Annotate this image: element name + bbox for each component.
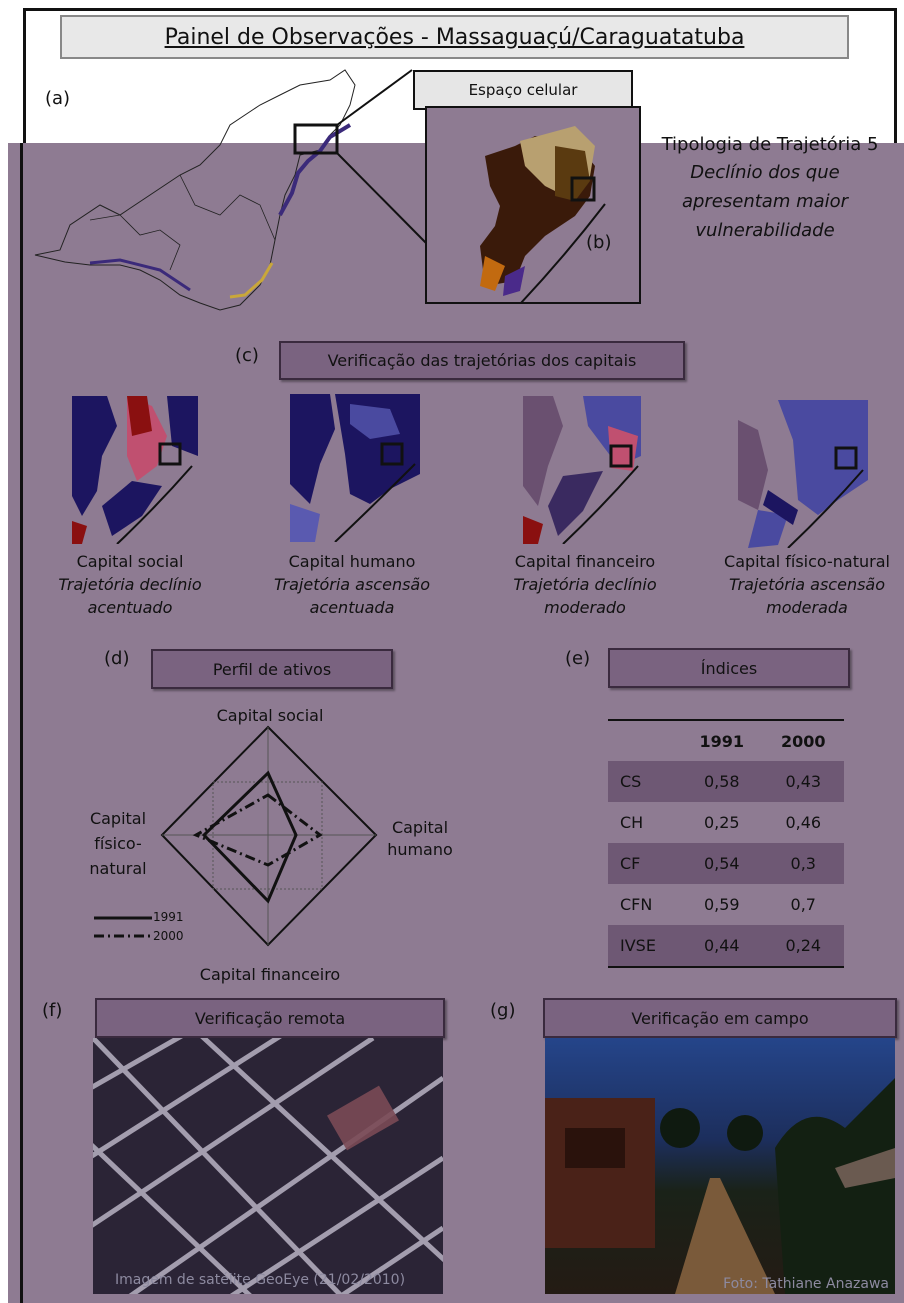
radar-left-line2: físico- (94, 834, 142, 853)
caption-capital-social: Capital social Trajetória declínio acent… (40, 550, 220, 619)
map-capital-social (72, 396, 198, 544)
table-header-row: 1991 2000 (608, 719, 844, 761)
tipologia-line2: Declínio dos que (690, 162, 840, 183)
table-header-cell: 1991 (681, 719, 763, 761)
verificacao-remota-header: Verificação remota (95, 998, 445, 1038)
table-cell: 0,43 (762, 761, 844, 802)
radar-label-left: Capital físico- natural (78, 806, 158, 881)
capital-financeiro-traj1: Trajetória declínio (513, 575, 657, 594)
table-header-cell (608, 719, 681, 761)
map-capital-humano (290, 394, 420, 542)
tipologia-line4: vulnerabilidade (695, 220, 835, 241)
capital-fisico-natural-name: Capital físico-natural (724, 552, 890, 571)
table-cell: CS (608, 761, 681, 802)
label-b: (b) (586, 232, 612, 253)
capital-social-traj1: Trajetória declínio (58, 575, 202, 594)
label-d: (d) (104, 648, 130, 669)
indices-table: 1991 2000 CS 0,58 0,43 CH 0,25 0,46 CF 0… (608, 719, 844, 968)
label-e: (e) (565, 648, 591, 669)
table-cell: 0,24 (762, 925, 844, 968)
legend-label-1991: 1991 (153, 910, 184, 924)
radar-label-top: Capital social (216, 706, 324, 725)
table-row: IVSE 0,44 0,24 (608, 925, 844, 968)
satellite-credit: Imagem de satélite GeoEye (21/02/2010) (115, 1272, 406, 1288)
cell-space-inset (425, 106, 641, 304)
capital-financeiro-traj2: moderado (544, 598, 626, 617)
table-cell: 0,25 (703, 813, 740, 832)
table-row: CS 0,58 0,43 (608, 761, 844, 802)
field-photo: Foto: Tathiane Anazawa (545, 1038, 895, 1294)
legend-line-1991 (94, 916, 152, 938)
page-title: Painel de Observações - Massaguaçú/Carag… (60, 15, 849, 59)
perfil-ativos-header: Perfil de ativos (151, 649, 393, 689)
table-cell: 0,54 (681, 843, 763, 884)
espaco-celular-header: Espaço celular (413, 70, 633, 110)
capital-fisico-natural-traj1: Trajetória ascensão (728, 575, 886, 594)
caption-capital-humano: Capital humano Trajetória ascensão acent… (262, 550, 442, 619)
satellite-image: Imagem de satélite GeoEye (21/02/2010) (93, 1038, 443, 1294)
radar-series-2000 (192, 793, 323, 867)
label-g: (g) (490, 1000, 516, 1021)
table-cell: 0,3 (762, 843, 844, 884)
table-cell: 0,44 (681, 925, 763, 968)
capital-humano-name: Capital humano (288, 552, 416, 571)
table-row: CH 0,25 0,46 (608, 802, 844, 843)
capital-fisico-natural-traj2: moderada (766, 598, 848, 617)
verificacao-campo-header: Verificação em campo (543, 998, 897, 1038)
label-f: (f) (42, 1000, 63, 1021)
table-row: CFN 0,59 0,7 (608, 884, 844, 925)
field-scene (545, 1078, 895, 1294)
region-map (34, 69, 429, 311)
radar-right-line2: humano (387, 840, 453, 859)
table-cell: 0,46 (785, 813, 822, 832)
caption-capital-financeiro: Capital financeiro Trajetória declínio m… (490, 550, 680, 619)
capital-humano-traj1: Trajetória ascensão (273, 575, 431, 594)
map-capital-financeiro (523, 396, 641, 544)
field-photo-credit: Foto: Tathiane Anazawa (723, 1276, 889, 1292)
capital-humano-traj2: acentuada (309, 598, 395, 617)
label-a: (a) (45, 88, 71, 109)
tipologia-line3: apresentam maior (681, 191, 849, 212)
table-cell: CFN (620, 895, 653, 914)
map-capital-fisico-natural (738, 400, 868, 548)
capital-social-traj2: acentuado (87, 598, 173, 617)
capital-social-name: Capital social (76, 552, 184, 571)
label-c: (c) (235, 345, 259, 366)
table-row: CF 0,54 0,3 (608, 843, 844, 884)
tipologia-title: Tipologia de Trajetória 5 (661, 134, 879, 155)
radar-left-line1: Capital (89, 809, 147, 828)
legend-label-2000: 2000 (153, 929, 184, 943)
table-cell: 0,58 (681, 761, 763, 802)
satellite-streets (93, 1038, 443, 1294)
table-cell: CF (608, 843, 681, 884)
table-cell: CH (620, 813, 644, 832)
radar-right-line1: Capital (391, 818, 449, 837)
left-border (20, 143, 23, 1303)
radar-left-line3: natural (89, 859, 147, 878)
radar-series-1991 (201, 770, 298, 904)
table-cell: IVSE (608, 925, 681, 968)
radar-chart (160, 725, 378, 947)
radar-label-bottom: Capital financeiro (199, 965, 341, 984)
capital-financeiro-name: Capital financeiro (514, 552, 656, 571)
table-cell: 0,59 (703, 895, 740, 914)
table-cell: 0,7 (790, 895, 816, 914)
table-header-cell: 2000 (762, 719, 844, 761)
verificacao-trajetorias-header: Verificação das trajetórias dos capitais (279, 341, 685, 380)
caption-capital-fisico-natural: Capital físico-natural Trajetória ascens… (712, 550, 902, 619)
indices-header: Índices (608, 648, 850, 688)
radar-label-right: Capital humano (380, 817, 460, 861)
